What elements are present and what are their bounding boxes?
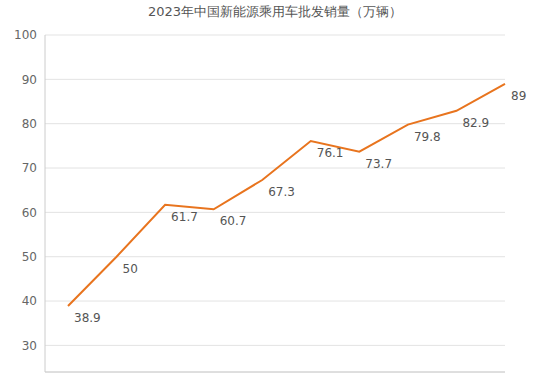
svg-text:73.7: 73.7 [365,157,392,171]
svg-text:50: 50 [22,250,37,264]
svg-text:70: 70 [22,161,37,175]
svg-text:100: 100 [14,28,37,42]
svg-text:38.9: 38.9 [74,311,101,325]
svg-text:40: 40 [22,294,37,308]
svg-text:61.7: 61.7 [171,210,198,224]
svg-text:89: 89 [511,89,526,103]
svg-text:90: 90 [22,73,37,87]
svg-text:67.3: 67.3 [268,185,295,199]
svg-text:50: 50 [123,262,138,276]
svg-text:76.1: 76.1 [317,146,344,160]
svg-text:60.7: 60.7 [220,214,247,228]
svg-text:60: 60 [22,206,37,220]
html-text:2023年中国新能源乘用车批发销量（万辆）: 2023年中国新能源乘用车批发销量（万辆） [148,4,402,19]
svg-text:80: 80 [22,117,37,131]
svg-text:79.8: 79.8 [414,130,441,144]
svg-text:30: 30 [22,339,37,353]
svg-text:82.9: 82.9 [462,116,489,130]
